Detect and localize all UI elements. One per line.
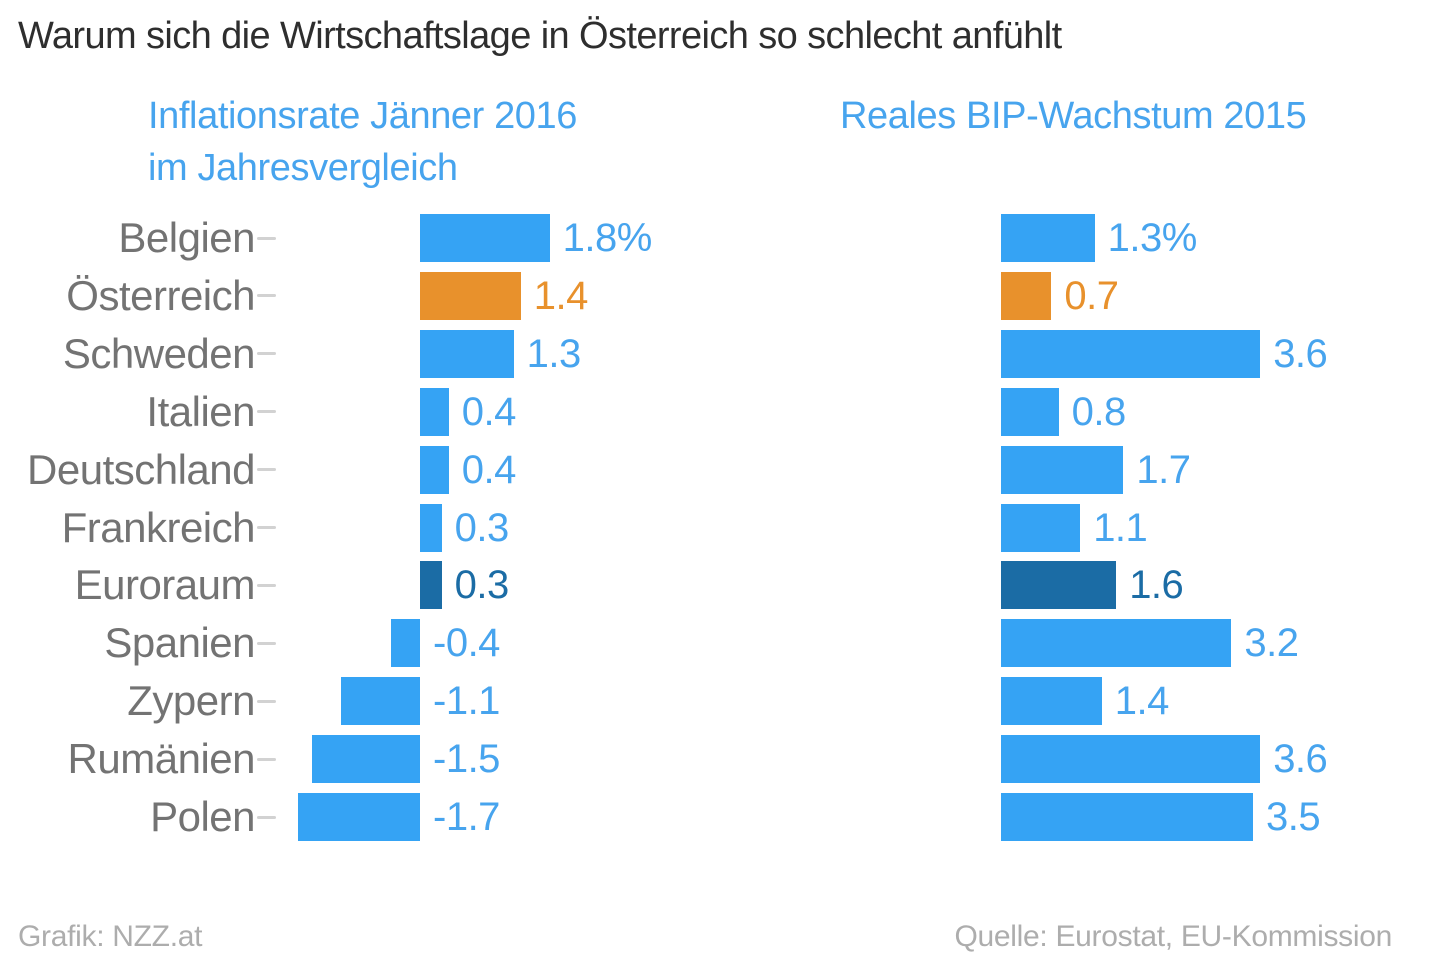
category-label-schweden: Schweden — [62, 329, 256, 377]
data-source: Quelle: Eurostat, EU-Kommission — [954, 920, 1392, 953]
inflation-value-rumaenien: -1.5 — [433, 737, 500, 782]
category-label-belgien: Belgien — [118, 214, 255, 261]
page-title: Warum sich die Wirtschaftslage in Österr… — [18, 15, 1062, 57]
gdp-value-schweden: 3.6 — [1273, 331, 1328, 376]
inflation-value-schweden: 1.3 — [526, 331, 582, 376]
left-chart-subtitle-line1: Inflationsrate Jänner 2016 — [148, 95, 578, 137]
inflation-bar-spanien — [391, 619, 420, 668]
gdp-value-zypern: 1.4 — [1114, 679, 1170, 724]
inflation-bar-frankreich — [420, 503, 442, 552]
gdp-bar-zypern — [1001, 677, 1102, 726]
left-chart-subtitle: Inflationsrate Jänner 2016 im Jahresverg… — [148, 90, 577, 194]
gdp-value-italien: 0.8 — [1071, 389, 1127, 434]
axis-tick-dash — [257, 757, 276, 761]
gdp-value-rumaenien: 3.6 — [1273, 737, 1328, 782]
inflation-bar-oesterreich — [420, 271, 521, 320]
inflation-value-oesterreich: 1.4 — [533, 273, 589, 318]
gdp-bar-euroraum — [1001, 561, 1117, 610]
gdp-bar-belgien — [1001, 214, 1095, 262]
inflation-bar-euroraum — [420, 561, 442, 610]
gdp-bar-italien — [1001, 387, 1059, 436]
category-label-euroraum: Euroraum — [74, 561, 256, 609]
inflation-bar-zypern — [340, 677, 420, 726]
axis-tick-dash — [257, 815, 276, 819]
category-label-spanien: Spanien — [104, 619, 255, 667]
category-label-oesterreich: Österreich — [66, 271, 255, 319]
gdp-value-spanien: 3.2 — [1244, 621, 1299, 666]
axis-tick-dash — [257, 583, 276, 587]
category-label-polen: Polen — [150, 793, 255, 840]
right-chart-subtitle: Reales BIP-Wachstum 2015 — [840, 95, 1307, 137]
inflation-value-deutschland: 0.4 — [461, 447, 517, 492]
axis-tick-dash — [257, 468, 276, 472]
category-label-frankreich: Frankreich — [61, 503, 256, 551]
axis-tick-dash — [257, 294, 276, 298]
left-chart-subtitle-line2: im Jahresvergleich — [148, 147, 458, 189]
inflation-bar-schweden — [420, 329, 514, 378]
inflation-value-italien: 0.4 — [461, 389, 517, 434]
inflation-bar-rumaenien — [312, 735, 420, 784]
gdp-value-euroraum: 1.6 — [1129, 563, 1184, 608]
category-label-deutschland: Deutschland — [27, 445, 255, 493]
inflation-bar-deutschland — [420, 445, 449, 494]
category-label-rumaenien: Rumänien — [67, 735, 256, 783]
gdp-value-frankreich: 1.1 — [1093, 505, 1148, 550]
inflation-bar-belgien — [420, 214, 550, 262]
inflation-bar-polen — [297, 793, 420, 841]
inflation-value-polen: -1.7 — [433, 795, 500, 839]
gdp-value-polen: 3.5 — [1266, 795, 1321, 839]
inflation-value-belgien: 1.8% — [562, 216, 653, 260]
gdp-bar-schweden — [1001, 329, 1261, 378]
gdp-bar-rumaenien — [1001, 735, 1261, 784]
axis-tick-dash — [257, 236, 276, 240]
inflation-value-euroraum: 0.3 — [454, 563, 510, 608]
inflation-value-spanien: -0.4 — [433, 621, 500, 666]
gdp-value-oesterreich: 0.7 — [1064, 273, 1119, 318]
inflation-bar-italien — [420, 387, 449, 436]
gdp-value-deutschland: 1.7 — [1136, 447, 1191, 492]
category-label-italien: Italien — [146, 387, 255, 435]
axis-tick-dash — [257, 526, 276, 529]
axis-tick-dash — [257, 352, 276, 356]
gdp-bar-polen — [1001, 793, 1253, 841]
gdp-value-belgien: 1.3% — [1107, 216, 1198, 260]
inflation-value-frankreich: 0.3 — [454, 505, 510, 550]
category-label-zypern: Zypern — [127, 677, 255, 725]
graphic-credit: Grafik: NZZ.at — [18, 920, 203, 953]
axis-tick-dash — [257, 699, 276, 703]
gdp-bar-oesterreich — [1001, 271, 1052, 320]
axis-tick-dash — [257, 641, 276, 645]
gdp-bar-frankreich — [1001, 503, 1081, 552]
inflation-value-zypern: -1.1 — [433, 679, 500, 724]
gdp-bar-spanien — [1001, 619, 1232, 668]
axis-tick-dash — [257, 410, 276, 414]
gdp-bar-deutschland — [1001, 445, 1124, 494]
